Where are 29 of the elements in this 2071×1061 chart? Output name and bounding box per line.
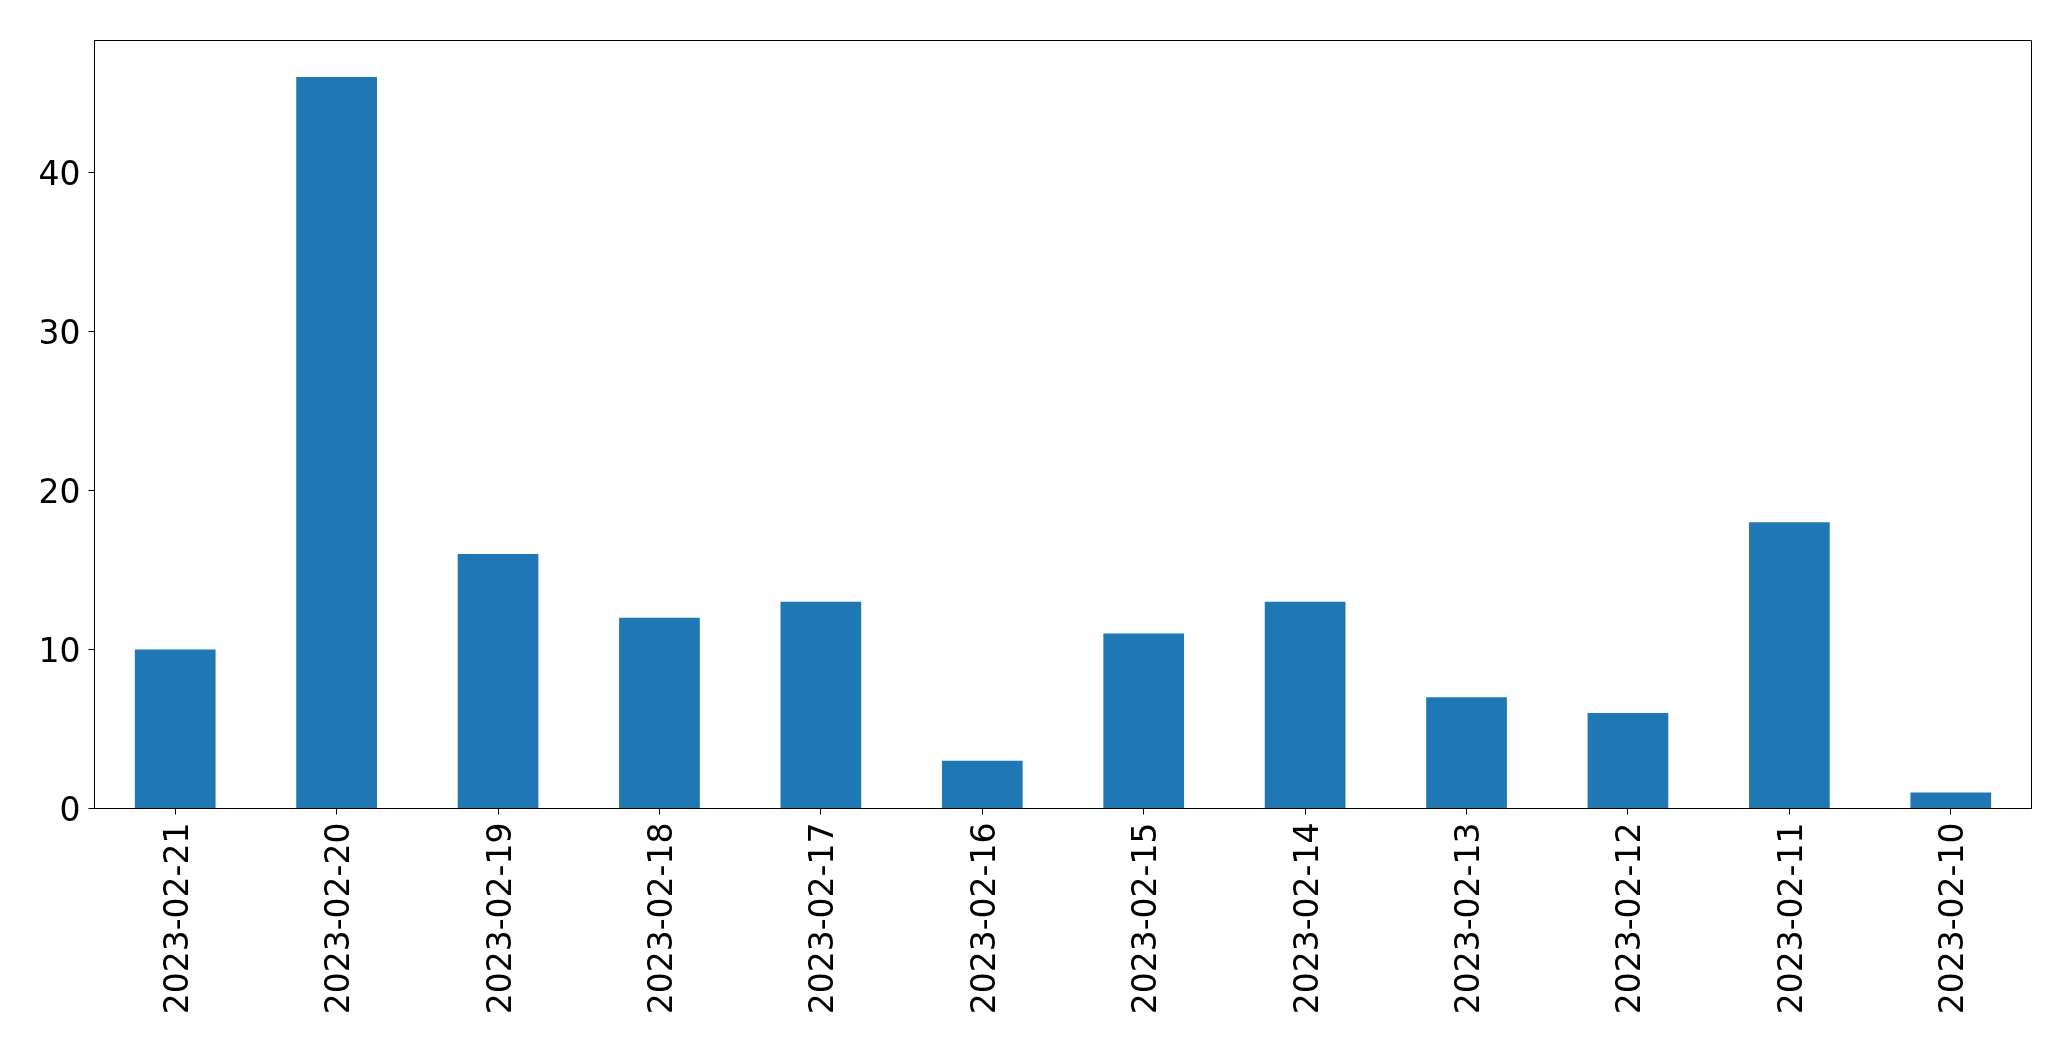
- bar: [1103, 633, 1185, 809]
- y-tick-label: 40: [38, 153, 81, 193]
- x-tick-label: 2023-02-18: [640, 822, 680, 1015]
- bar: [134, 649, 216, 809]
- x-tick-label: 2023-02-11: [1770, 822, 1810, 1015]
- x-tick-label: 2023-02-19: [479, 822, 519, 1015]
- y-tick-label: 0: [59, 790, 81, 829]
- y-tick-label: 10: [38, 630, 81, 670]
- x-tick-label: 2023-02-20: [318, 822, 358, 1015]
- x-tick-label: 2023-02-14: [1286, 822, 1326, 1015]
- x-tick-label: 2023-02-17: [802, 822, 842, 1015]
- x-tick-label: 2023-02-21: [156, 822, 196, 1015]
- x-tick-label: 2023-02-12: [1609, 822, 1649, 1015]
- x-tick-label: 2023-02-15: [1125, 822, 1165, 1015]
- bar: [1749, 522, 1830, 809]
- bar: [1264, 601, 1346, 809]
- bar: [941, 760, 1023, 809]
- x-tick-label: 2023-02-16: [963, 822, 1003, 1015]
- bar: [1587, 713, 1669, 809]
- bar: [457, 554, 539, 809]
- bar: [780, 601, 862, 809]
- bar: [619, 617, 700, 809]
- x-tick-label: 2023-02-13: [1448, 822, 1488, 1015]
- bar: [1910, 792, 1992, 809]
- y-tick-label: 20: [38, 471, 81, 511]
- y-tick-label: 30: [38, 312, 81, 352]
- x-tick-label: 2023-02-10: [1932, 822, 1972, 1015]
- bar: [296, 77, 377, 809]
- bar: [1426, 697, 1507, 809]
